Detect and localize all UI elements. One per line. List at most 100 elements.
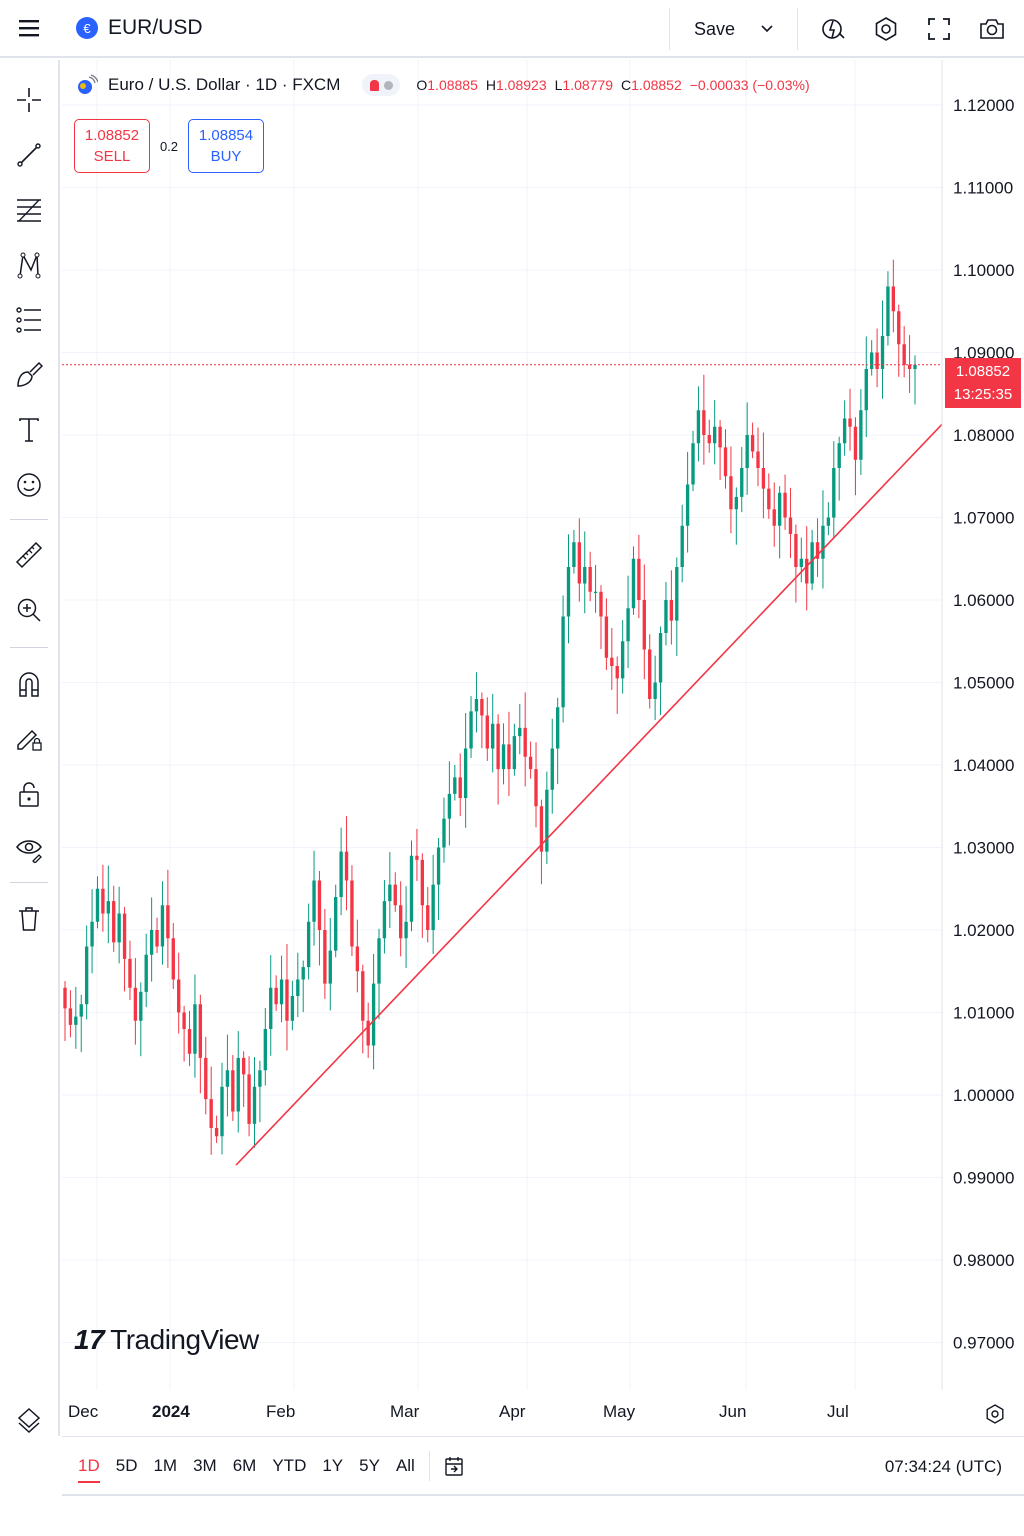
range-ytd-button[interactable]: YTD xyxy=(272,1455,307,1475)
lock-drawing-button[interactable] xyxy=(8,718,50,760)
layers-icon xyxy=(17,1407,41,1434)
candle-body xyxy=(160,905,165,947)
settings-button[interactable] xyxy=(859,0,912,58)
time-label: Jul xyxy=(827,1402,849,1421)
candle-body xyxy=(853,426,858,460)
candle-body xyxy=(198,1004,203,1058)
candle-body xyxy=(171,938,175,980)
candle-body xyxy=(409,855,414,922)
pattern-tool-button[interactable] xyxy=(8,244,50,286)
go-to-date-button[interactable] xyxy=(444,1455,464,1477)
quick-search-button[interactable] xyxy=(806,0,859,58)
candle-body xyxy=(279,979,284,1005)
bottom-toolbar: 1D 5D 1M 3M 6M YTD 1Y 5Y All 07:34:24 (U… xyxy=(62,1436,1024,1496)
candle-body xyxy=(756,451,760,468)
fib-tool-button[interactable] xyxy=(8,189,50,231)
magnet-button[interactable] xyxy=(8,663,50,705)
sell-label: SELL xyxy=(93,148,131,165)
trendline-tool-button[interactable] xyxy=(8,134,50,176)
candle-body xyxy=(740,468,744,497)
price-tick-label: 1.12000 xyxy=(953,96,1014,115)
candle-body xyxy=(583,567,587,584)
crosshair-tool-button[interactable] xyxy=(8,79,50,121)
fullscreen-icon xyxy=(927,18,950,40)
fullscreen-button[interactable] xyxy=(912,0,965,58)
candle-body xyxy=(897,311,901,345)
candle-body xyxy=(377,938,381,984)
emoji-tool-button[interactable] xyxy=(8,464,50,506)
chart-settings-button[interactable] xyxy=(984,1403,1006,1430)
candle-body xyxy=(566,567,571,617)
candle-body xyxy=(610,657,614,666)
ruler-tool-button[interactable] xyxy=(8,534,50,576)
visibility-button[interactable] xyxy=(8,828,50,870)
candle-body xyxy=(90,921,94,947)
lock-all-button[interactable] xyxy=(8,773,50,815)
last-price-label: 1.08852 13:25:35 xyxy=(945,358,1021,408)
candle-body xyxy=(382,901,387,939)
calendar-icon xyxy=(445,1456,463,1476)
bar-countdown: 13:25:35 xyxy=(953,386,1013,403)
candle-body xyxy=(149,930,154,955)
remove-drawings-button[interactable] xyxy=(8,898,50,940)
price-tick-label: 1.03000 xyxy=(953,839,1014,858)
range-5d-button[interactable]: 5D xyxy=(115,1455,138,1475)
candle-body xyxy=(794,534,798,567)
range-all-button[interactable]: All xyxy=(395,1455,415,1475)
candle-body xyxy=(453,777,457,794)
candle-body xyxy=(355,946,360,972)
candle-body xyxy=(155,930,159,947)
candle-body xyxy=(653,682,657,699)
candle-body xyxy=(133,987,138,1021)
menu-button[interactable] xyxy=(0,0,58,57)
brush-tool-button[interactable] xyxy=(8,354,50,396)
candle-body xyxy=(886,286,890,336)
text-tool-button[interactable] xyxy=(8,409,50,451)
candle-body xyxy=(826,517,831,526)
market-status-indicator[interactable] xyxy=(362,74,401,96)
ohlc-close: C1.08852 xyxy=(621,77,682,93)
camera-icon xyxy=(979,19,1004,39)
date-range-selector: 1D 5D 1M 3M 6M YTD 1Y 5Y All xyxy=(78,1455,415,1483)
price-chart[interactable]: 1.12000 1.11000 1.10000 1.09000 1.08000 1.070… xyxy=(62,60,1024,1428)
symbol-description[interactable]: Euro / U.S. Dollar · 1D · FXCM xyxy=(108,75,341,94)
candle-body xyxy=(523,727,527,757)
emoji-icon xyxy=(17,473,41,497)
range-6m-button[interactable]: 6M xyxy=(232,1455,257,1475)
candle-body xyxy=(777,492,782,526)
sell-button[interactable]: 1.08852 SELL xyxy=(74,119,150,173)
save-button[interactable]: Save xyxy=(668,8,798,50)
time-label: Mar xyxy=(390,1402,420,1421)
candle-body xyxy=(193,1004,197,1054)
ohlc-open: O1.08885 xyxy=(416,77,478,93)
candle-body xyxy=(685,484,690,526)
range-1d-button[interactable]: 1D xyxy=(78,1455,100,1483)
screenshot-button[interactable] xyxy=(965,0,1018,58)
buy-button[interactable]: 1.08854 BUY xyxy=(188,119,264,173)
candle-body xyxy=(745,435,749,468)
candle-body xyxy=(637,558,641,600)
crosshair-icon xyxy=(17,88,41,112)
candle-body xyxy=(301,967,305,980)
range-3m-button[interactable]: 3M xyxy=(193,1455,217,1475)
candle-body xyxy=(750,435,755,452)
range-5y-button[interactable]: 5Y xyxy=(359,1455,380,1475)
range-1m-button[interactable]: 1M xyxy=(153,1455,178,1475)
range-1y-button[interactable]: 1Y xyxy=(322,1455,344,1475)
candle-body xyxy=(404,921,408,939)
candle-body xyxy=(788,517,793,534)
candle-body xyxy=(734,496,739,510)
object-tree-button[interactable] xyxy=(8,1399,50,1441)
symbol-search-button[interactable]: € EUR/USD xyxy=(76,16,203,40)
candle-body xyxy=(122,913,127,959)
candle-body xyxy=(805,558,809,584)
candle-body xyxy=(225,1070,230,1087)
prediction-tool-button[interactable] xyxy=(8,299,50,341)
utc-clock[interactable]: 07:34:24 (UTC) xyxy=(884,1457,1002,1476)
status-dot-icon xyxy=(383,80,393,90)
candle-body xyxy=(117,913,121,943)
time-axis[interactable]: Dec 2024 Feb Mar Apr May Jun Jul xyxy=(62,1390,942,1434)
chart-pane[interactable]: 1.12000 1.11000 1.10000 1.09000 1.08000 1.070… xyxy=(62,60,1024,1428)
fxcm-logo-icon xyxy=(78,74,98,94)
zoom-in-button[interactable] xyxy=(8,589,50,631)
